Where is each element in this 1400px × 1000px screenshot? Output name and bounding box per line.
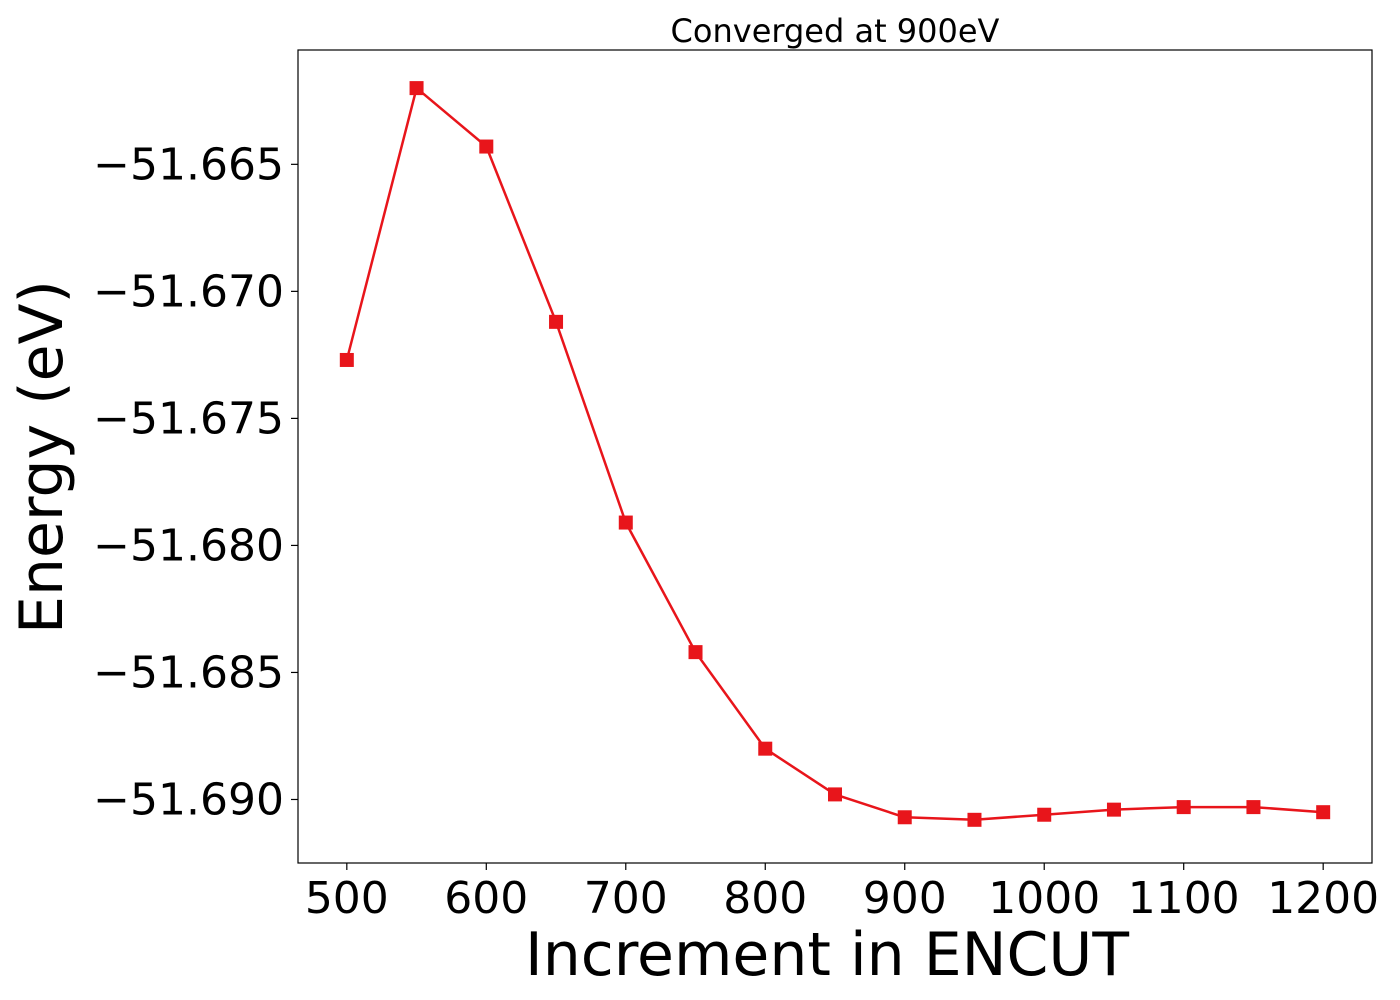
y-axis-label: Energy (eV) — [7, 280, 77, 634]
data-point-marker — [1106, 802, 1121, 817]
x-tick-label: 1000 — [988, 873, 1100, 924]
x-tick-label: 900 — [863, 873, 947, 924]
y-tick-label: −51.680 — [93, 520, 284, 571]
data-point-marker — [1037, 807, 1052, 822]
y-tick-label: −51.675 — [93, 393, 284, 444]
data-point-marker — [897, 810, 912, 825]
data-point-marker — [479, 139, 494, 154]
data-point-marker — [828, 787, 842, 802]
y-tick-label: −51.665 — [93, 139, 284, 190]
data-point-marker — [549, 314, 564, 329]
x-axis-label: Increment in ENCUT — [525, 920, 1129, 990]
x-tick-label: 1200 — [1267, 873, 1379, 924]
data-point-marker — [1176, 800, 1191, 815]
data-point-marker — [409, 81, 424, 96]
plot-area-frame — [297, 49, 1373, 864]
x-tick-label: 500 — [305, 873, 389, 924]
x-tick-label: 700 — [584, 873, 668, 924]
y-tick-label: −51.690 — [93, 774, 284, 825]
x-tick-label: 1100 — [1128, 873, 1240, 924]
data-point-marker — [339, 352, 354, 367]
data-point-marker — [1246, 800, 1261, 815]
data-point-marker — [618, 515, 633, 530]
series-layer — [339, 81, 1331, 827]
y-tick-label: −51.670 — [93, 266, 284, 317]
data-point-marker — [758, 741, 773, 756]
data-point-marker — [967, 812, 982, 827]
data-point-marker — [688, 645, 703, 660]
x-axis-ticks: 500 600 700 800 900 1000 1100 1200 — [305, 863, 1379, 924]
y-tick-label: −51.685 — [93, 647, 284, 698]
y-axis-ticks: −51.665 −51.670 −51.675 −51.680 −51.685 −51.6… — [93, 139, 298, 825]
x-tick-label: 800 — [723, 873, 807, 924]
chart-title: Converged at 900eV — [671, 12, 1000, 50]
data-point-marker — [1316, 805, 1331, 820]
x-tick-label: 600 — [444, 873, 528, 924]
